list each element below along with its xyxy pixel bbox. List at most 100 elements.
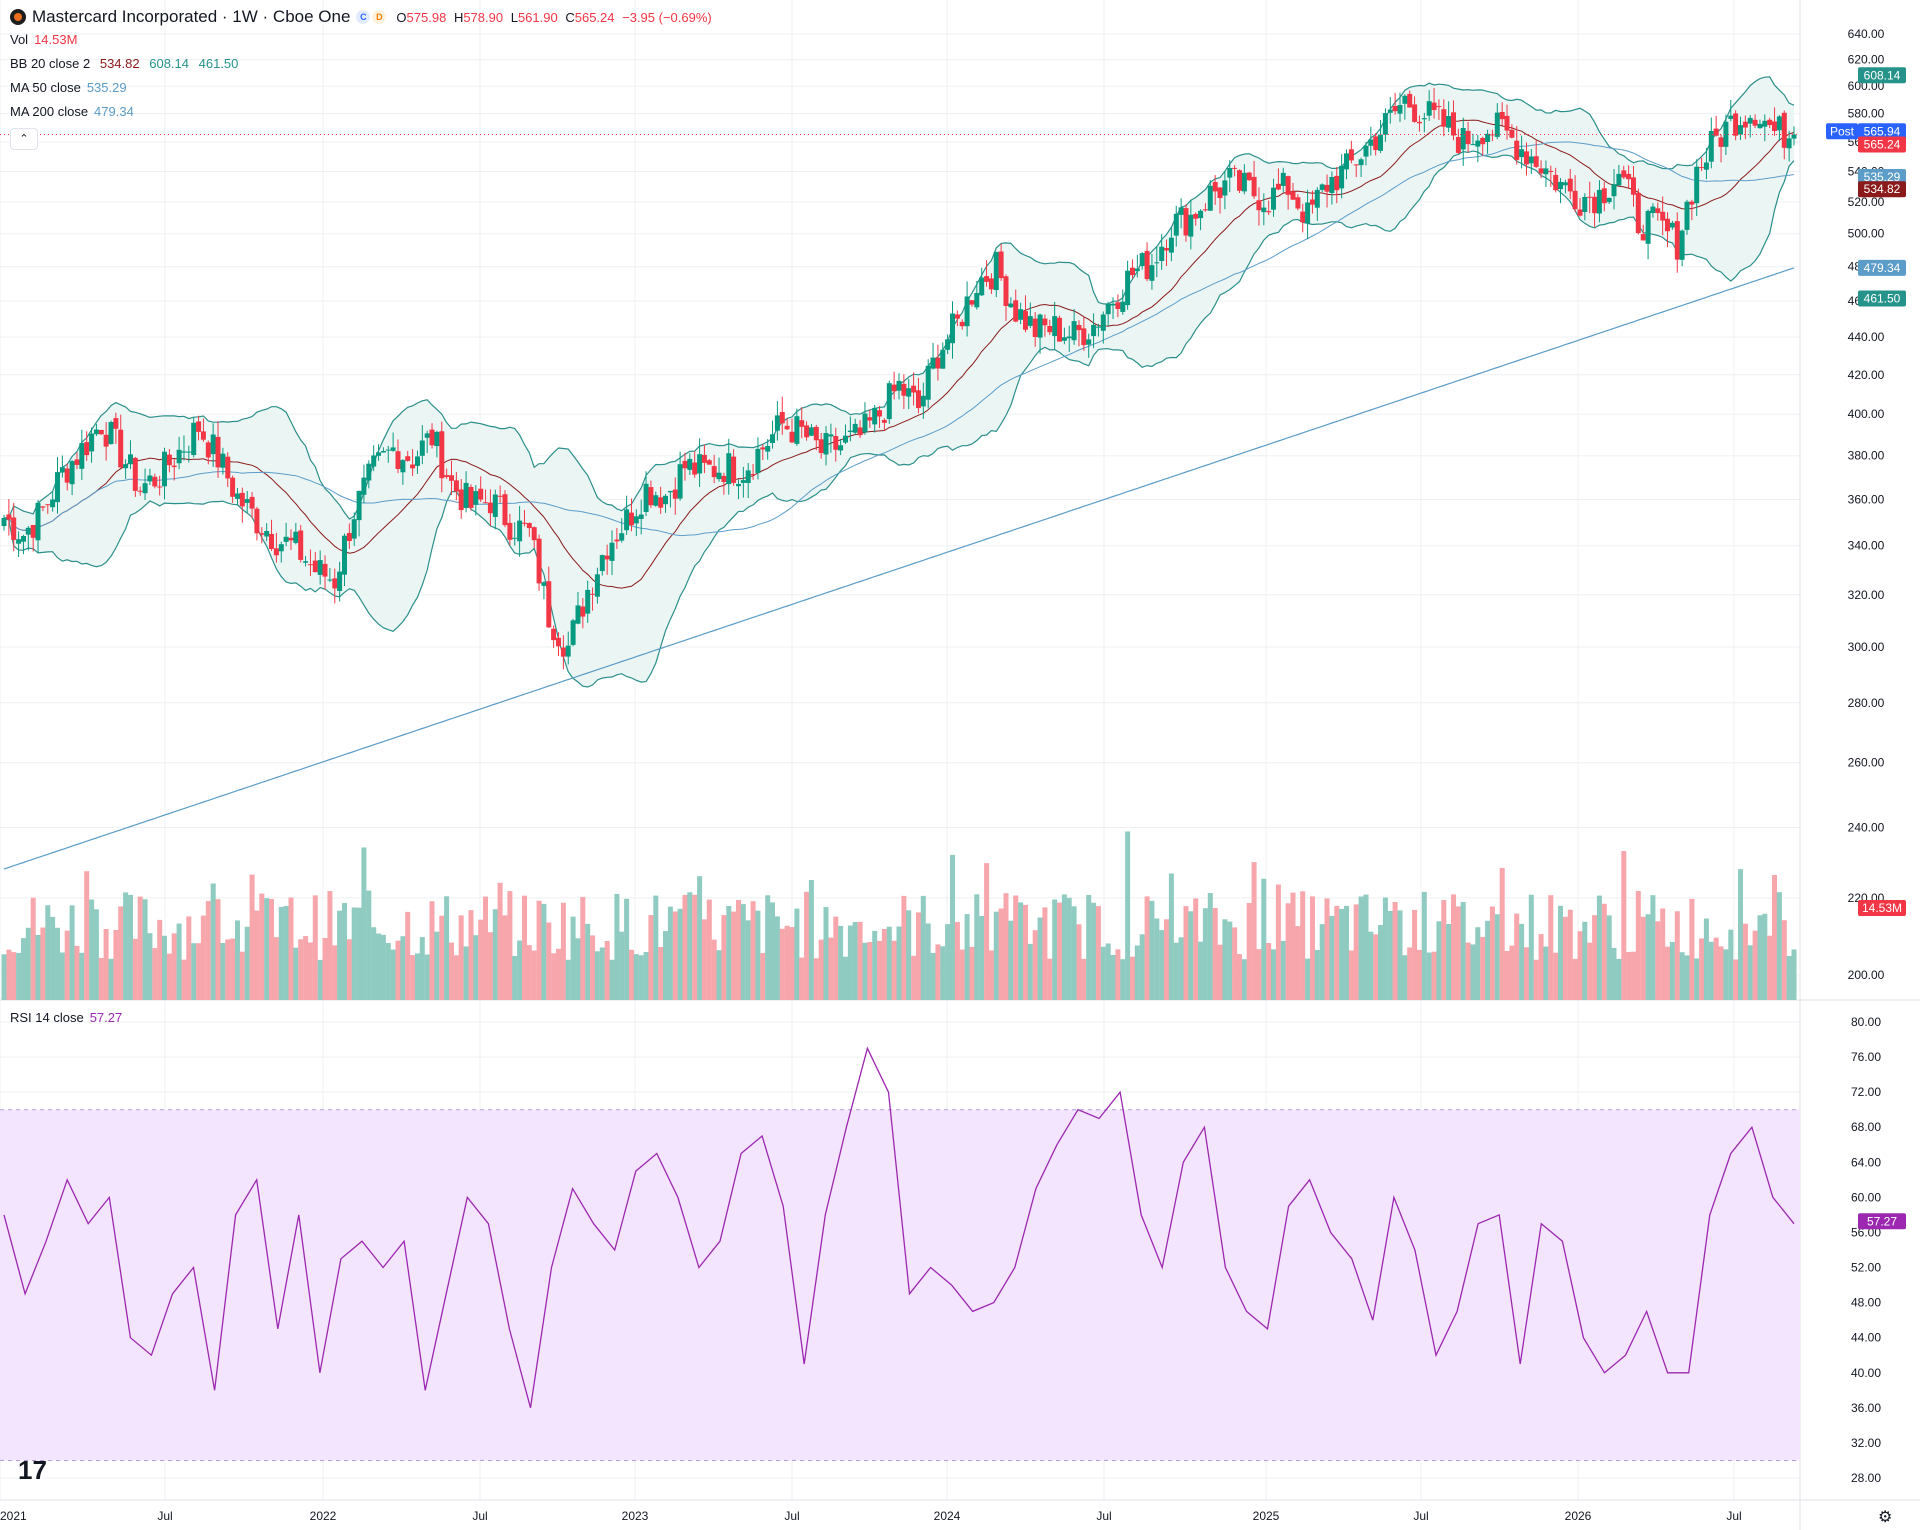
candle-body (64, 468, 70, 483)
candle-body (356, 490, 362, 521)
candle-body (210, 434, 216, 455)
volume-bar (1446, 924, 1452, 1000)
volume-bar (1173, 942, 1179, 1000)
candle-body (1567, 178, 1573, 192)
volume-bar (1562, 916, 1568, 1000)
candle-body (1061, 337, 1067, 341)
volume-bar (69, 905, 75, 1000)
candle-body (327, 579, 333, 581)
volume-bar (1164, 919, 1169, 1000)
volume-bar (1713, 937, 1719, 1000)
volume-bar (1183, 906, 1189, 1000)
candle-body (69, 461, 75, 485)
rsi-legend[interactable]: RSI 14 close 57.27 (10, 1010, 123, 1025)
rsi-axis-label: 76.00 (1851, 1050, 1881, 1064)
volume-bar (901, 895, 907, 1000)
candle-body (1261, 207, 1267, 213)
candle-body (1650, 206, 1656, 213)
volume-bar (1455, 906, 1461, 1000)
volume-bar (1344, 905, 1349, 1000)
candle-body (988, 278, 994, 290)
bb-legend[interactable]: BB 20 close 2 534.82 608.14 461.50 (10, 56, 239, 71)
volume-bar (1703, 918, 1709, 1000)
time-axis-label: Jul (1726, 1509, 1741, 1523)
candle-body (40, 506, 46, 508)
volume-bar (546, 922, 552, 1000)
candle-body (1767, 119, 1773, 126)
candle-body (458, 489, 464, 511)
candle-body (896, 380, 902, 391)
candle-body (1222, 180, 1228, 196)
volume-bar (677, 908, 683, 1000)
candle-body (1329, 177, 1335, 193)
volume-bar (736, 900, 741, 1000)
candle-body (1105, 303, 1111, 315)
volume-bar (30, 897, 36, 1000)
candle-body (1125, 270, 1131, 306)
volume-bar (497, 882, 503, 1000)
candle-body (1154, 262, 1160, 264)
time-axis-label: 2023 (622, 1509, 649, 1523)
candle-body (1528, 156, 1534, 164)
ma200-legend[interactable]: MA 200 close 479.34 (10, 104, 134, 119)
volume-bar (303, 936, 309, 1000)
mastercard-logo-icon (10, 9, 26, 25)
candle-body (1144, 250, 1150, 280)
volume-bar (818, 939, 824, 1000)
volume-bar (823, 907, 829, 1000)
candle-body (1747, 117, 1753, 124)
volume-bar (1650, 895, 1656, 1000)
market-closed-icon[interactable]: C (356, 10, 371, 24)
volume-bar (945, 924, 951, 1000)
symbol-title[interactable]: Mastercard Incorporated · 1W · Cboe One (32, 7, 351, 26)
candle-body (434, 431, 440, 447)
candle-body (701, 454, 707, 463)
volume-bar (531, 950, 537, 1000)
delayed-data-icon[interactable]: D (372, 10, 387, 24)
volume-bar (755, 910, 761, 1000)
volume-bar (1373, 934, 1379, 1000)
volume-bar (1305, 958, 1311, 1000)
candle-body (502, 494, 508, 526)
volume-bar (337, 910, 343, 1000)
ma50-legend[interactable]: MA 50 close 535.29 (10, 80, 127, 95)
candle-body (1514, 140, 1520, 160)
candle-body (1042, 318, 1048, 326)
volume-bar (40, 927, 46, 1000)
volume-bar (940, 946, 946, 1000)
candle-body (1, 518, 7, 527)
volume-bar (867, 942, 873, 1000)
volume-bar (599, 947, 605, 1000)
candle-body (1120, 301, 1126, 312)
chevron-up-icon[interactable]: ⌃ (10, 128, 38, 150)
candle-body (891, 384, 897, 392)
volume-bar (1626, 952, 1632, 1000)
candle-body (1412, 104, 1418, 122)
volume-bar (604, 941, 610, 1000)
candle-body (118, 429, 124, 468)
time-axis-label: 2025 (1253, 1509, 1280, 1523)
volume-bar (1110, 955, 1116, 1000)
volume-bar (1271, 949, 1276, 1000)
candle-body (171, 465, 177, 468)
volume-bar (118, 906, 124, 1000)
tradingview-logo-icon[interactable]: 17 (18, 1455, 47, 1485)
volume-bar (1558, 905, 1563, 1000)
gear-icon[interactable]: ⚙ (1878, 1509, 1893, 1526)
volume-bar (152, 948, 158, 1000)
volume-bar (1582, 921, 1588, 1000)
candle-body (813, 426, 819, 441)
volume-bar (220, 943, 226, 1000)
candle-body (376, 452, 381, 456)
volume-bar (483, 896, 488, 1000)
volume-bar (269, 899, 274, 1000)
candle-body (1159, 246, 1165, 261)
candle-body (808, 427, 814, 436)
volume-bar (590, 935, 596, 1000)
volume-bar (1631, 951, 1636, 1000)
volume-bar (784, 925, 790, 1000)
candle-body (113, 418, 119, 429)
rsi-axis-label: 40.00 (1851, 1366, 1881, 1380)
volume-legend[interactable]: Vol 14.53M (10, 32, 78, 47)
